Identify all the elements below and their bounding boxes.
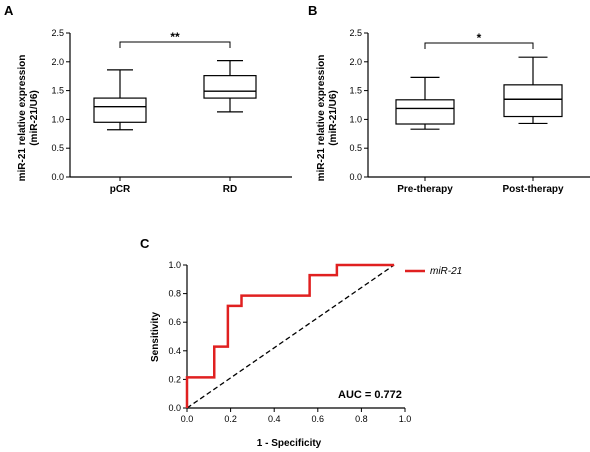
x-category-label: pCR bbox=[110, 184, 131, 195]
y-tick-label: 0.6 bbox=[168, 317, 181, 327]
x-category-label: Post-therapy bbox=[502, 184, 564, 195]
y-tick-label: 2.0 bbox=[51, 57, 64, 67]
legend-label-mir21: miR-21 bbox=[430, 266, 462, 277]
panel-b-letter: B bbox=[308, 3, 317, 18]
panel-a-axes: 0.0 0.5 1.0 1.5 2.0 2.5 pCR RD ** bbox=[51, 28, 292, 195]
y-tick-label: 1.5 bbox=[349, 86, 362, 96]
y-tick-label: 0.2 bbox=[168, 374, 181, 384]
significance-bracket bbox=[424, 42, 534, 49]
y-tick-label: 0.5 bbox=[349, 143, 362, 153]
panel-a-ylabel-line2: (miR-21/U6) bbox=[29, 90, 40, 146]
y-tick-label: 1.0 bbox=[168, 260, 181, 270]
panel-c-xlabel: 1 - Specificity bbox=[257, 438, 322, 449]
panel-a: A miR-21 relative expression (miR-21/U6)… bbox=[4, 3, 292, 195]
x-tick-label: 0.0 bbox=[181, 414, 194, 424]
reference-diagonal-line bbox=[186, 264, 395, 409]
significance-marker: ** bbox=[170, 30, 180, 44]
box-iqr bbox=[203, 75, 257, 99]
panel-a-letter: A bbox=[4, 3, 14, 18]
roc-curve-mir21 bbox=[185, 263, 395, 408]
significance-bracket bbox=[119, 41, 231, 48]
panel-b: B miR-21 relative expression (miR-21/U6)… bbox=[308, 3, 590, 195]
panel-c: C Sensitivity 1 - Specificity 0.00.20.40… bbox=[140, 236, 462, 449]
y-tick-label: 0.8 bbox=[168, 289, 181, 299]
y-tick-label: 2.5 bbox=[51, 28, 64, 38]
y-tick-label: 1.0 bbox=[51, 114, 64, 124]
x-tick-label: 0.6 bbox=[312, 414, 325, 424]
y-tick-label: 1.0 bbox=[349, 114, 362, 124]
box-iqr bbox=[503, 84, 563, 118]
panel-c-ylabel: Sensitivity bbox=[150, 312, 161, 362]
panel-b-ylabel-line2: (miR-21/U6) bbox=[328, 90, 339, 146]
x-category-label: Pre-therapy bbox=[397, 184, 453, 195]
y-tick-label: 1.5 bbox=[51, 86, 64, 96]
panel-c-letter: C bbox=[140, 236, 150, 251]
panel-b-ylabel-line1: miR-21 relative expression bbox=[316, 55, 327, 182]
x-category-label: RD bbox=[223, 184, 237, 195]
y-tick-label: 2.0 bbox=[349, 57, 362, 67]
x-tick-label: 0.8 bbox=[355, 414, 368, 424]
box-iqr bbox=[93, 97, 147, 123]
panel-a-ylabel-line1: miR-21 relative expression bbox=[17, 55, 28, 182]
y-tick-label: 0.5 bbox=[51, 143, 64, 153]
y-tick-label: 0.0 bbox=[349, 172, 362, 182]
x-tick-label: 1.0 bbox=[399, 414, 412, 424]
x-tick-label: 0.2 bbox=[224, 414, 237, 424]
panel-c-axes: 0.0 0.2 0.4 0.6 0.8 1.0 0.0 0.2 0.4 0.6 0.8 1.0 bbox=[168, 260, 411, 424]
auc-annotation: AUC = 0.772 bbox=[338, 389, 402, 401]
y-tick-label: 0.0 bbox=[51, 172, 64, 182]
box-iqr bbox=[395, 99, 455, 125]
x-tick-label: 0.4 bbox=[268, 414, 281, 424]
significance-marker: * bbox=[477, 31, 482, 45]
panel-b-axes: 0.0 0.5 1.0 1.5 2.0 2.5 Pre-therapy Post-therap… bbox=[349, 28, 590, 195]
y-tick-label: 0.0 bbox=[168, 403, 181, 413]
y-tick-label: 0.4 bbox=[168, 346, 181, 356]
y-tick-label: 2.5 bbox=[349, 28, 362, 38]
